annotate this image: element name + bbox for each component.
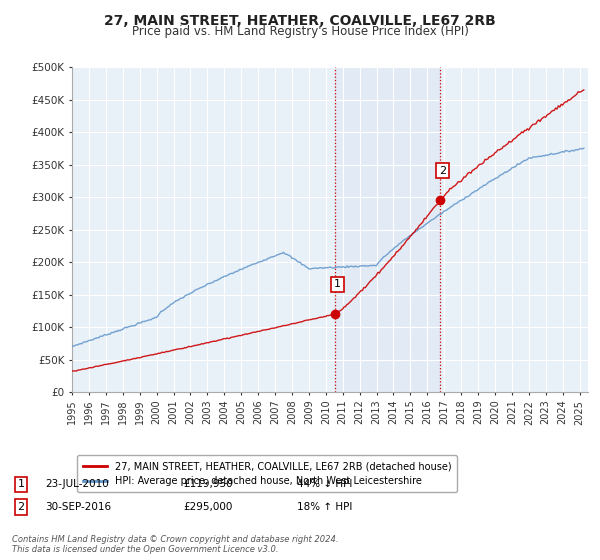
Text: 44% ↓ HPI: 44% ↓ HPI <box>297 479 352 489</box>
Text: 18% ↑ HPI: 18% ↑ HPI <box>297 502 352 512</box>
Text: £295,000: £295,000 <box>183 502 232 512</box>
Text: 23-JUL-2010: 23-JUL-2010 <box>45 479 109 489</box>
Bar <box>335 67 440 392</box>
Text: 1: 1 <box>17 479 25 489</box>
Text: 2: 2 <box>17 502 25 512</box>
Text: Price paid vs. HM Land Registry's House Price Index (HPI): Price paid vs. HM Land Registry's House … <box>131 25 469 38</box>
Text: 2: 2 <box>439 166 446 176</box>
Text: £119,950: £119,950 <box>183 479 233 489</box>
Legend: 27, MAIN STREET, HEATHER, COALVILLE, LE67 2RB (detached house), HPI: Average pri: 27, MAIN STREET, HEATHER, COALVILLE, LE6… <box>77 455 457 492</box>
Text: 1: 1 <box>334 279 341 290</box>
Text: 27, MAIN STREET, HEATHER, COALVILLE, LE67 2RB: 27, MAIN STREET, HEATHER, COALVILLE, LE6… <box>104 14 496 28</box>
Text: Contains HM Land Registry data © Crown copyright and database right 2024.
This d: Contains HM Land Registry data © Crown c… <box>12 535 338 554</box>
Text: 30-SEP-2016: 30-SEP-2016 <box>45 502 111 512</box>
